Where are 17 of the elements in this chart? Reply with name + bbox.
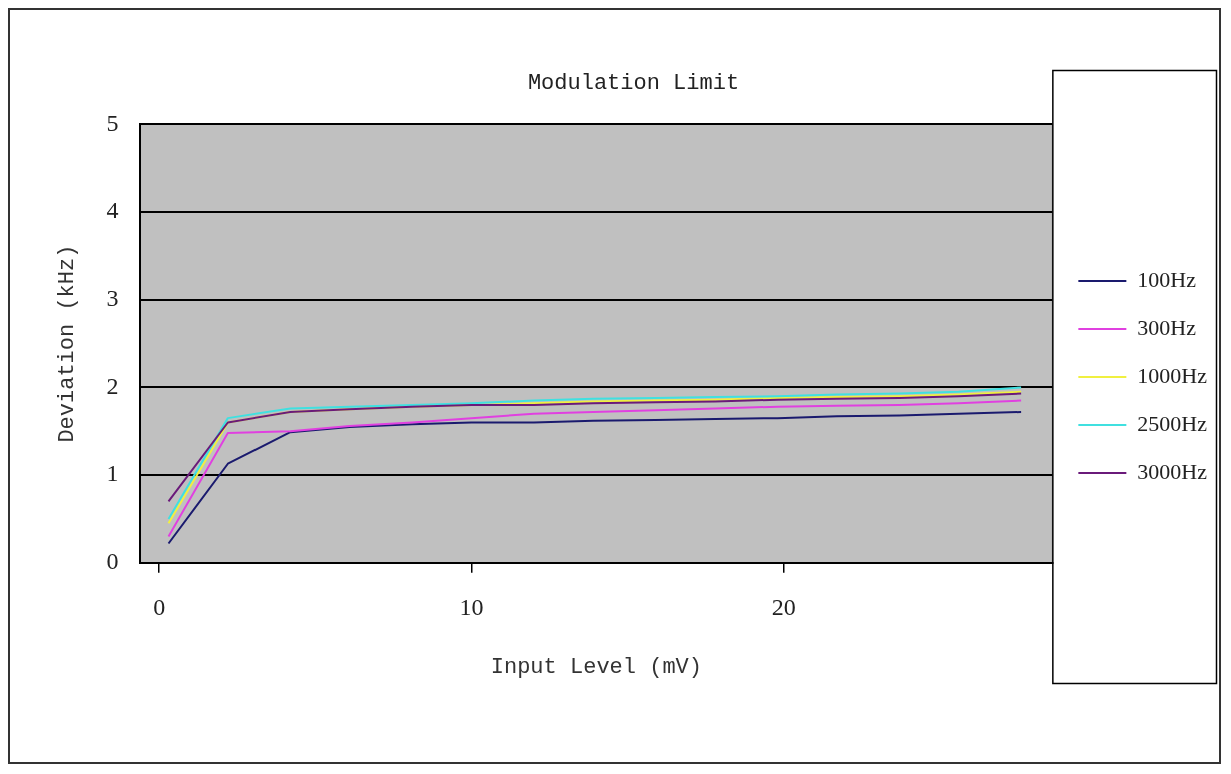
y-tick-label: 0 <box>106 548 119 575</box>
legend-label: 1000Hz <box>1137 362 1208 388</box>
x-tick-label: 20 <box>771 594 796 621</box>
chart-title: Modulation Limit <box>527 71 740 97</box>
x-tick-label: 10 <box>459 594 484 621</box>
x-tick-label: 0 <box>153 594 166 621</box>
y-tick-label: 3 <box>106 285 119 312</box>
legend-label: 3000Hz <box>1137 458 1208 484</box>
y-tick-label: 5 <box>106 109 119 136</box>
y-tick-label: 4 <box>106 197 119 224</box>
y-axis-title: Deviation (kHz) <box>55 244 81 443</box>
y-tick-label: 2 <box>106 372 119 399</box>
x-axis-title: Input Level (mV) <box>490 654 702 680</box>
legend-label: 300Hz <box>1137 314 1197 340</box>
y-tick-label: 1 <box>106 460 119 487</box>
legend-label: 2500Hz <box>1137 410 1208 436</box>
legend-label: 100Hz <box>1137 266 1197 292</box>
